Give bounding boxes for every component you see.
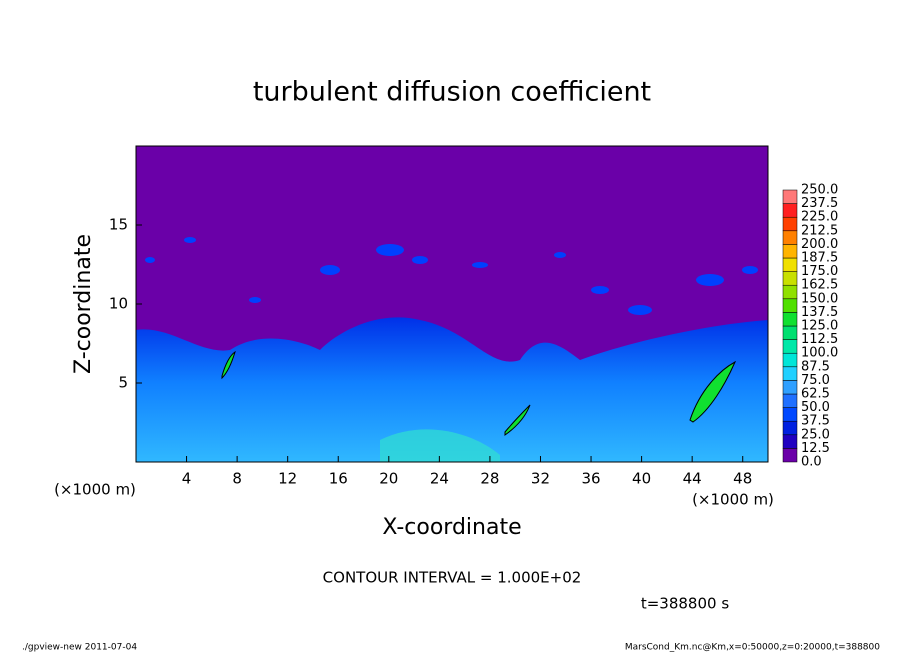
- colorbar-bin: [782, 189, 798, 204]
- colorbar-bin: [782, 271, 798, 286]
- colorbar-bin: [782, 244, 798, 259]
- time-label: t=388800 s: [641, 595, 729, 613]
- y-tick-label: 15: [109, 216, 128, 234]
- y-tick-label: 5: [118, 374, 128, 392]
- colorbar-bin: [782, 257, 798, 272]
- colorbar-bin: [782, 380, 798, 395]
- colorbar-label: 25.0: [801, 427, 830, 442]
- colorbar-bin: [782, 203, 798, 218]
- colorbar-label: 137.5: [801, 305, 838, 320]
- colorbar-label: 50.0: [801, 400, 830, 415]
- field-patch: [504, 404, 531, 436]
- colorbar-label: 187.5: [801, 251, 838, 266]
- colorbar-label: 62.5: [801, 387, 830, 402]
- colorbar-label: 125.0: [801, 319, 838, 334]
- x-tick-label: 12: [278, 470, 297, 488]
- colorbar-label: 150.0: [801, 291, 838, 306]
- colorbar-label: 250.0: [801, 183, 838, 198]
- x-tick-label: 48: [733, 470, 752, 488]
- chart-title: turbulent diffusion coefficient: [253, 77, 651, 108]
- colorbar-bin: [782, 216, 798, 232]
- colorbar-bin: [782, 434, 798, 449]
- y-unit: (×1000 m): [692, 491, 774, 509]
- colorbar-label: 162.5: [801, 278, 838, 293]
- x-tick-label: 16: [329, 470, 348, 488]
- colorbar-bin: [782, 448, 798, 463]
- colorbar-label: 87.5: [801, 359, 830, 374]
- x-axis-label: X-coordinate: [382, 515, 521, 540]
- colorbar-label: 225.0: [801, 210, 838, 225]
- colorbar-bin: [782, 284, 798, 300]
- annotation: CONTOUR INTERVAL = 1.000E+02: [323, 569, 582, 587]
- colorbar-label: 237.5: [801, 196, 838, 211]
- colorbar-label: 200.0: [801, 237, 838, 252]
- x-tick-label: 24: [430, 470, 449, 488]
- x-tick-label: 8: [232, 470, 242, 488]
- colorbar-bin: [782, 352, 798, 368]
- x-tick-label: 44: [683, 470, 702, 488]
- footer-left: ./gpview-new 2011-07-04: [22, 643, 137, 653]
- field-patch: [380, 429, 500, 462]
- field: [136, 146, 768, 462]
- field-patch: [221, 350, 236, 380]
- colorbar-bin: [782, 298, 798, 313]
- colorbar-label: 37.5: [801, 414, 830, 429]
- colorbar-bin: [782, 366, 798, 381]
- x-unit: (×1000 m): [54, 481, 136, 499]
- x-tick-label: 32: [531, 470, 550, 488]
- colorbar-label: 12.5: [801, 441, 830, 456]
- x-tick-label: 40: [632, 470, 651, 488]
- colorbar-bin: [782, 407, 798, 422]
- x-tick-label: 4: [182, 470, 192, 488]
- colorbar-label: 212.5: [801, 223, 838, 238]
- field-patch: [689, 360, 737, 423]
- colorbar-bin: [782, 312, 798, 327]
- colorbar-label: 112.5: [801, 332, 838, 347]
- colorbar-bin: [782, 339, 798, 354]
- turbulent-layer: [136, 317, 768, 462]
- y-axis-label: Z-coordinate: [71, 234, 96, 374]
- y-tick-label: 10: [109, 295, 128, 313]
- colorbar-label: 75.0: [801, 373, 830, 388]
- x-tick-label: 36: [581, 470, 600, 488]
- colorbar-bin: [782, 230, 798, 245]
- colorbar-bin: [782, 393, 798, 408]
- x-tick-label: 20: [379, 470, 398, 488]
- colorbar-bin: [782, 325, 798, 340]
- footer-right: MarsCond_Km.nc@Km,x=0:50000,z=0:20000,t=…: [625, 643, 880, 653]
- x-tick-label: 28: [480, 470, 499, 488]
- colorbar-label: 100.0: [801, 346, 838, 361]
- field-speckles: [145, 237, 758, 315]
- colorbar-label: 175.0: [801, 264, 838, 279]
- colorbar-bin: [782, 420, 798, 436]
- colorbar-label: 0.0: [801, 455, 822, 470]
